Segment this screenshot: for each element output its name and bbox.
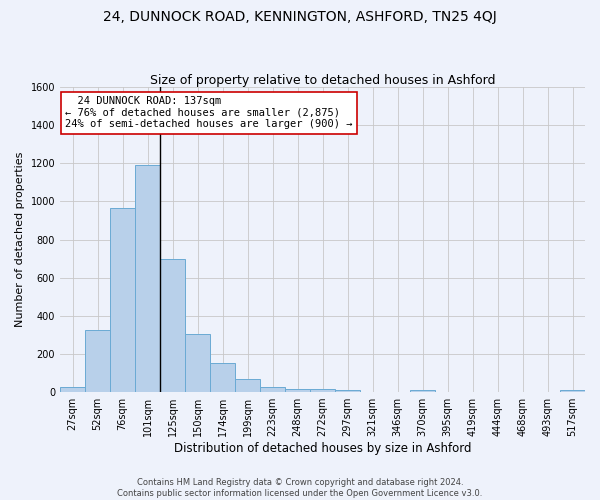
Y-axis label: Number of detached properties: Number of detached properties (15, 152, 25, 327)
Text: 24 DUNNOCK ROAD: 137sqm
← 76% of detached houses are smaller (2,875)
24% of semi: 24 DUNNOCK ROAD: 137sqm ← 76% of detache… (65, 96, 353, 130)
Bar (560, 390, 585, 392)
Bar (110, 208, 135, 392)
Title: Size of property relative to detached houses in Ashford: Size of property relative to detached ho… (150, 74, 495, 87)
Bar (85, 330, 110, 392)
Bar (335, 390, 360, 392)
Bar (310, 389, 335, 392)
Bar (285, 388, 310, 392)
Bar (410, 390, 435, 392)
Bar (235, 378, 260, 392)
X-axis label: Distribution of detached houses by size in Ashford: Distribution of detached houses by size … (174, 442, 471, 455)
Bar (135, 165, 160, 392)
Bar (260, 386, 285, 392)
Text: 24, DUNNOCK ROAD, KENNINGTON, ASHFORD, TN25 4QJ: 24, DUNNOCK ROAD, KENNINGTON, ASHFORD, T… (103, 10, 497, 24)
Bar (160, 258, 185, 392)
Text: Contains HM Land Registry data © Crown copyright and database right 2024.
Contai: Contains HM Land Registry data © Crown c… (118, 478, 482, 498)
Bar (210, 364, 235, 392)
Bar (185, 334, 210, 392)
Bar (60, 386, 85, 392)
